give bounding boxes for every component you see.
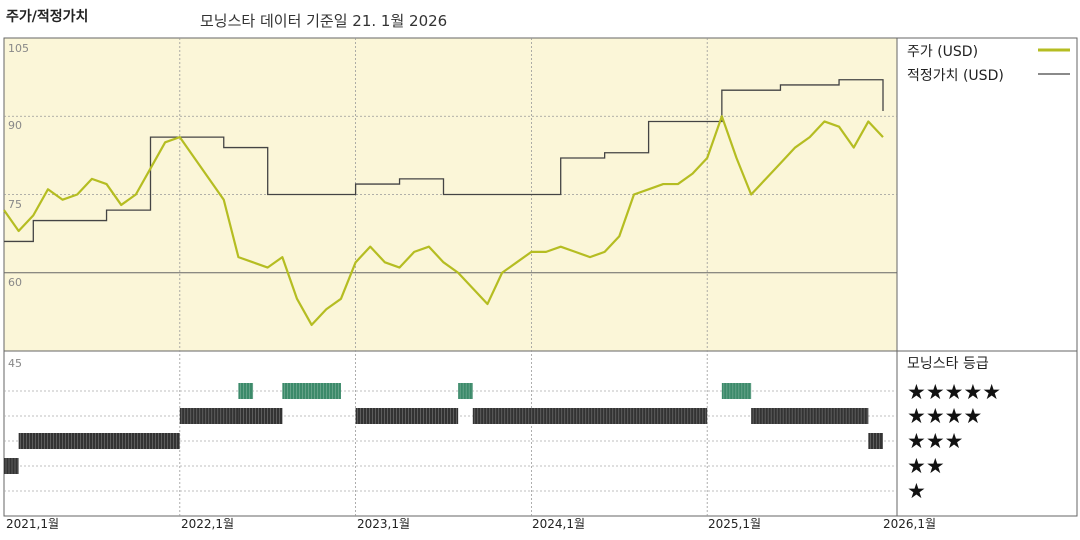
y-axis-ticks: 105 90 75 60 45: [8, 42, 29, 370]
price-line: [3, 115, 884, 327]
y-tick-label: 105: [8, 42, 29, 55]
x-tick-label: 2026,1월: [883, 517, 936, 531]
rating-bar-4-star: [238, 408, 283, 424]
rating-bar-3-star: [18, 433, 180, 449]
rating-level-5-stars: ★★★★★: [907, 380, 1001, 404]
fair-value-line: [4, 79, 884, 243]
rating-bar-4-star: [751, 408, 869, 424]
x-tick-label: 2024,1월: [532, 517, 585, 531]
rating-level-1-stars: ★: [907, 479, 926, 503]
rating-bar-4-star: [472, 408, 708, 424]
rating-bar-4-star: [355, 408, 459, 424]
rating-level-2-stars: ★★: [907, 454, 945, 478]
rating-bar-5-star: [238, 383, 254, 399]
chart-frame: [3, 37, 1078, 517]
rating-level-3-stars: ★★★: [907, 429, 963, 453]
chart-title: 주가/적정가치: [6, 9, 89, 25]
data-date-subtitle: 모닝스타 데이터 기준일 21. 1월 2026: [200, 12, 448, 30]
legend-price-label: 주가 (USD): [907, 44, 978, 60]
y-tick-label: 60: [8, 276, 22, 289]
y-tick-label: 75: [8, 198, 22, 211]
rating-legend-title: 모닝스타 등급: [907, 356, 989, 372]
x-tick-label: 2025,1월: [708, 517, 761, 531]
rating-bar-5-star: [458, 383, 473, 399]
x-axis-ticks: 2021,1월 2022,1월 2023,1월 2024,1월 2025,1월 …: [6, 517, 936, 531]
rating-bar-5-star: [282, 383, 341, 399]
y-tick-label: 45: [8, 357, 22, 370]
rating-bars: [4, 383, 883, 474]
x-tick-label: 2023,1월: [357, 517, 410, 531]
x-tick-label: 2022,1월: [181, 517, 234, 531]
y-tick-label: 90: [8, 119, 22, 132]
series: [3, 79, 884, 327]
x-tick-label: 2021,1월: [6, 517, 59, 531]
rating-bar-2-star: [4, 458, 19, 474]
rating-bar-5-star: [721, 383, 752, 399]
rating-bar-4-star: [179, 408, 239, 424]
rating-bar-3-star: [868, 433, 883, 449]
rating-level-4-stars: ★★★★: [907, 404, 982, 428]
legend-fair-value-label: 적정가치 (USD): [907, 68, 1004, 84]
